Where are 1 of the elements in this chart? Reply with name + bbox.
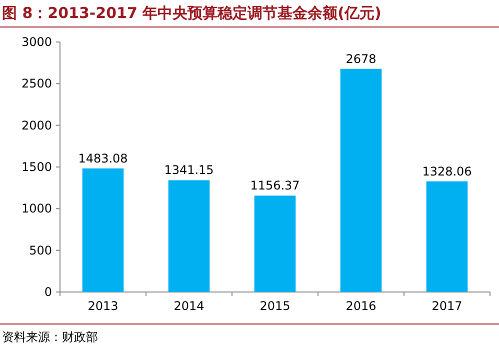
title: 图 8：2013-2017 年中央预算稳定调节基金余额(亿元) bbox=[2, 4, 382, 22]
